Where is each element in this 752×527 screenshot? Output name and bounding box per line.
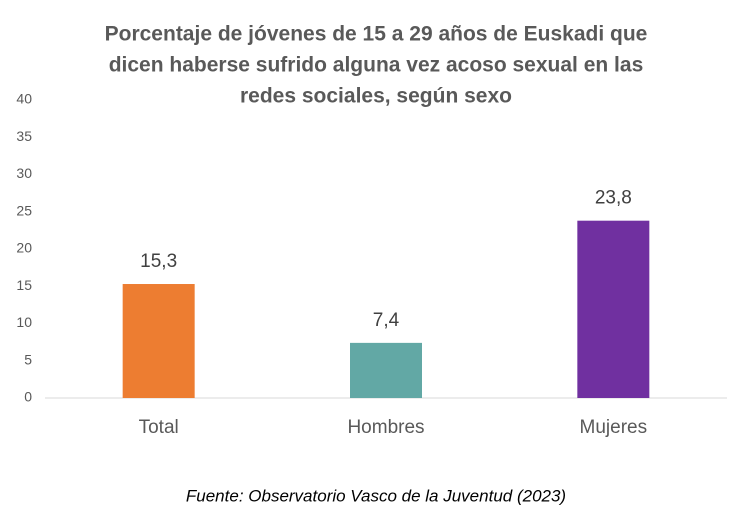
value-label: 23,8: [595, 188, 632, 209]
chart-title: redes sociales, según sexo: [240, 85, 512, 108]
y-tick-label: 25: [16, 202, 32, 218]
chart-title: Porcentaje de jóvenes de 15 a 29 años de…: [105, 23, 648, 46]
y-tick-label: 0: [24, 389, 32, 405]
value-label: 7,4: [373, 310, 400, 331]
y-tick-label: 30: [16, 165, 32, 181]
x-tick-label: Hombres: [347, 417, 424, 438]
y-tick-label: 40: [16, 91, 32, 107]
value-label: 15,3: [140, 251, 177, 272]
bar: [122, 284, 195, 398]
y-tick-label: 35: [16, 128, 32, 144]
x-tick-label: Total: [139, 417, 179, 438]
bar: [350, 342, 422, 398]
bar: [577, 220, 650, 398]
x-tick-label: Mujeres: [580, 417, 648, 438]
y-tick-label: 10: [16, 314, 32, 330]
y-tick-label: 5: [24, 351, 32, 367]
y-tick-label: 20: [16, 240, 32, 256]
source-note: Fuente: Observatorio Vasco de la Juventu…: [186, 486, 566, 505]
chart-title: dicen haberse sufrido alguna vez acoso s…: [109, 54, 644, 77]
y-tick-label: 15: [16, 277, 32, 293]
